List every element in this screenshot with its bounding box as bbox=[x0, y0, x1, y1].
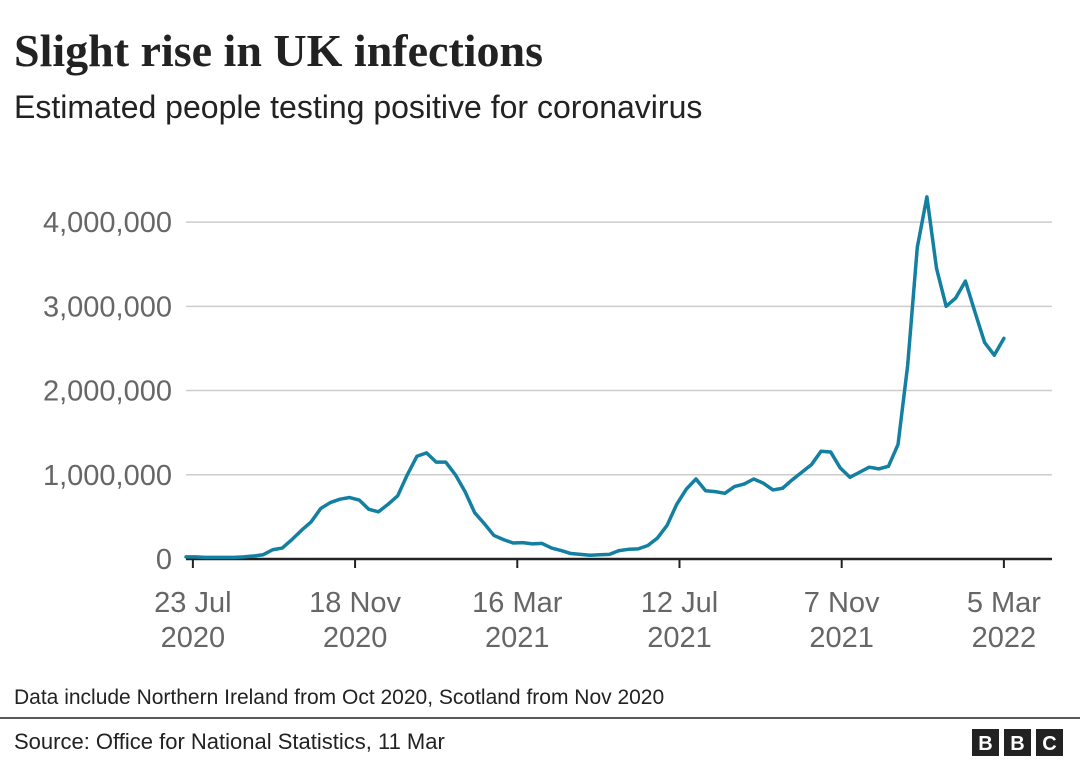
logo-box bbox=[1036, 729, 1063, 756]
logo: B B C bbox=[972, 729, 1063, 756]
chart-subtitle: Estimated people testing positive for co… bbox=[14, 89, 702, 125]
x-tick-label: 18 Nov 2020 bbox=[309, 587, 401, 654]
logo-box bbox=[972, 729, 999, 756]
logo-letter: C bbox=[1042, 733, 1056, 755]
source: Source: Office for National Statistics, … bbox=[14, 729, 445, 754]
x-tick-label: 16 Mar 2021 bbox=[472, 587, 563, 654]
logo-letter: B bbox=[978, 733, 992, 755]
footnote: Data include Northern Ireland from Oct 2… bbox=[14, 686, 664, 709]
data-line bbox=[184, 195, 1006, 560]
y-tick-label: 4,000,000 bbox=[43, 207, 172, 239]
logo-letter: B bbox=[1010, 733, 1024, 755]
y-tick-label: 0 bbox=[156, 544, 172, 576]
x-tick-label: 23 Jul 2020 bbox=[154, 587, 231, 654]
y-tick-label: 2,000,000 bbox=[43, 376, 172, 408]
x-tick-label: 12 Jul 2021 bbox=[641, 587, 718, 654]
logo-box bbox=[1004, 729, 1031, 756]
y-tick-label: 1,000,000 bbox=[43, 460, 172, 492]
plot-area: 0 1,000,000 2,000,000 3,000,000 4,000,000 23 … bbox=[43, 195, 1052, 654]
x-tick-label: 7 Nov 2021 bbox=[804, 587, 880, 654]
y-tick-label: 3,000,000 bbox=[43, 291, 172, 323]
x-tick-label: 5 Mar 2022 bbox=[967, 587, 1041, 654]
chart-title: Slight rise in UK infections bbox=[14, 25, 543, 76]
